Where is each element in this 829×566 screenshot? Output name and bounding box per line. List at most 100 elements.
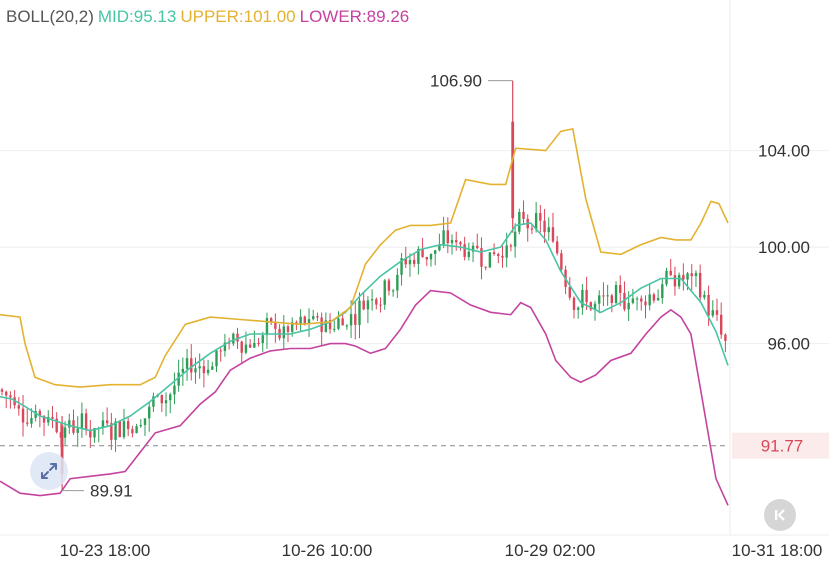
candle-down	[501, 256, 504, 258]
candle-down	[89, 430, 92, 438]
candle-down	[42, 416, 46, 423]
candle-down	[568, 287, 571, 298]
candle-down	[84, 413, 88, 431]
candle-down	[51, 416, 54, 419]
candle-down	[715, 310, 719, 315]
candle-down	[236, 333, 239, 342]
candle-down	[202, 366, 206, 374]
candle-up	[631, 298, 635, 303]
candle-up	[173, 385, 176, 395]
candle-down	[690, 273, 693, 277]
candle-up	[677, 274, 681, 287]
candle-down	[379, 304, 382, 306]
legend-mid-value: MID:95.13	[97, 7, 177, 26]
candle-up	[122, 421, 126, 438]
candle-up	[63, 427, 67, 438]
candle-down	[623, 292, 626, 310]
candle-down	[227, 342, 231, 344]
candle-up	[181, 368, 185, 373]
candle-down	[640, 298, 643, 302]
high-price-label: 106.90	[430, 72, 482, 91]
candle-up	[101, 420, 105, 428]
candle-up	[686, 273, 689, 280]
axes: 104.00 100.00 96.00 10-23 18:00 10-26 10:00 1…	[60, 142, 823, 560]
last-price-label: 91.77	[761, 437, 804, 456]
candle-up	[450, 239, 454, 244]
candle-down	[0, 389, 4, 392]
candle-up	[488, 252, 492, 268]
candle-up	[593, 303, 597, 310]
candle-up	[114, 421, 117, 440]
candle-up	[635, 298, 639, 300]
candle-up	[164, 400, 168, 404]
candle-down	[387, 280, 391, 291]
candle-up	[547, 227, 550, 233]
indicator-legend: BOLL(20,2) MID:95.13 UPPER:101.00 LOWER:89.…	[6, 7, 413, 27]
legend-lower-value: LOWER:89.26	[299, 7, 410, 26]
candle-up	[467, 251, 471, 257]
candle-up	[185, 358, 189, 369]
candle-up	[581, 289, 584, 308]
candle-up	[324, 320, 328, 332]
candle-down	[404, 258, 407, 265]
candle-up	[211, 366, 214, 370]
candle-up	[34, 411, 37, 419]
zoom-button[interactable]	[30, 452, 68, 490]
candle-up	[169, 394, 172, 401]
candle-down	[131, 429, 134, 434]
candle-down	[589, 302, 593, 310]
candle-up	[370, 299, 374, 301]
candle-up	[383, 280, 386, 305]
candle-up	[442, 230, 445, 245]
candle-down	[698, 272, 702, 298]
candle-up	[261, 335, 264, 344]
candle-up	[513, 231, 517, 247]
candle-up	[76, 428, 79, 433]
mid-band-line	[0, 222, 729, 432]
candle-up	[198, 366, 201, 369]
candle-up	[312, 316, 315, 320]
candle-down	[274, 321, 277, 329]
candle-up	[417, 249, 420, 264]
legend-upper-value: UPPER:101.00	[180, 7, 296, 26]
candle-up	[703, 294, 706, 298]
y-tick-label: 96.00	[767, 335, 810, 354]
candle-down	[560, 253, 563, 270]
candle-down	[463, 244, 466, 257]
candle-up	[194, 368, 197, 373]
candle-up	[661, 284, 664, 298]
candle-up	[438, 244, 441, 251]
candle-up	[80, 413, 84, 429]
chevron-left-bar-icon	[775, 509, 785, 521]
candle-up	[265, 318, 269, 336]
candle-down	[17, 405, 21, 409]
candle-low	[60, 425, 64, 474]
legend-indicator-name: BOLL(20,2)	[6, 7, 94, 26]
candle-down	[118, 421, 121, 438]
candle-up	[333, 328, 336, 330]
candle-up	[299, 316, 302, 325]
candle-down	[5, 391, 8, 396]
scroll-to-latest-button[interactable]	[764, 499, 796, 531]
upper-band-line	[0, 127, 729, 388]
low-price-label: 89.91	[90, 482, 133, 501]
candle-up	[282, 326, 285, 339]
candle-down	[219, 350, 222, 352]
candle-down	[248, 344, 252, 348]
candle-up	[711, 310, 714, 316]
candle-up	[135, 426, 138, 434]
candle-down	[286, 326, 290, 332]
candle-down	[257, 342, 260, 344]
candle-down	[26, 422, 29, 424]
candle-up	[177, 372, 180, 386]
candle-up	[656, 297, 660, 301]
candle-down	[9, 395, 12, 398]
x-tick-label: 10-23 18:00	[60, 541, 151, 560]
candle-up	[400, 258, 403, 275]
candle-down	[476, 245, 479, 249]
candle-down	[455, 239, 458, 243]
candle-up	[93, 427, 96, 438]
candle-up	[433, 250, 437, 254]
